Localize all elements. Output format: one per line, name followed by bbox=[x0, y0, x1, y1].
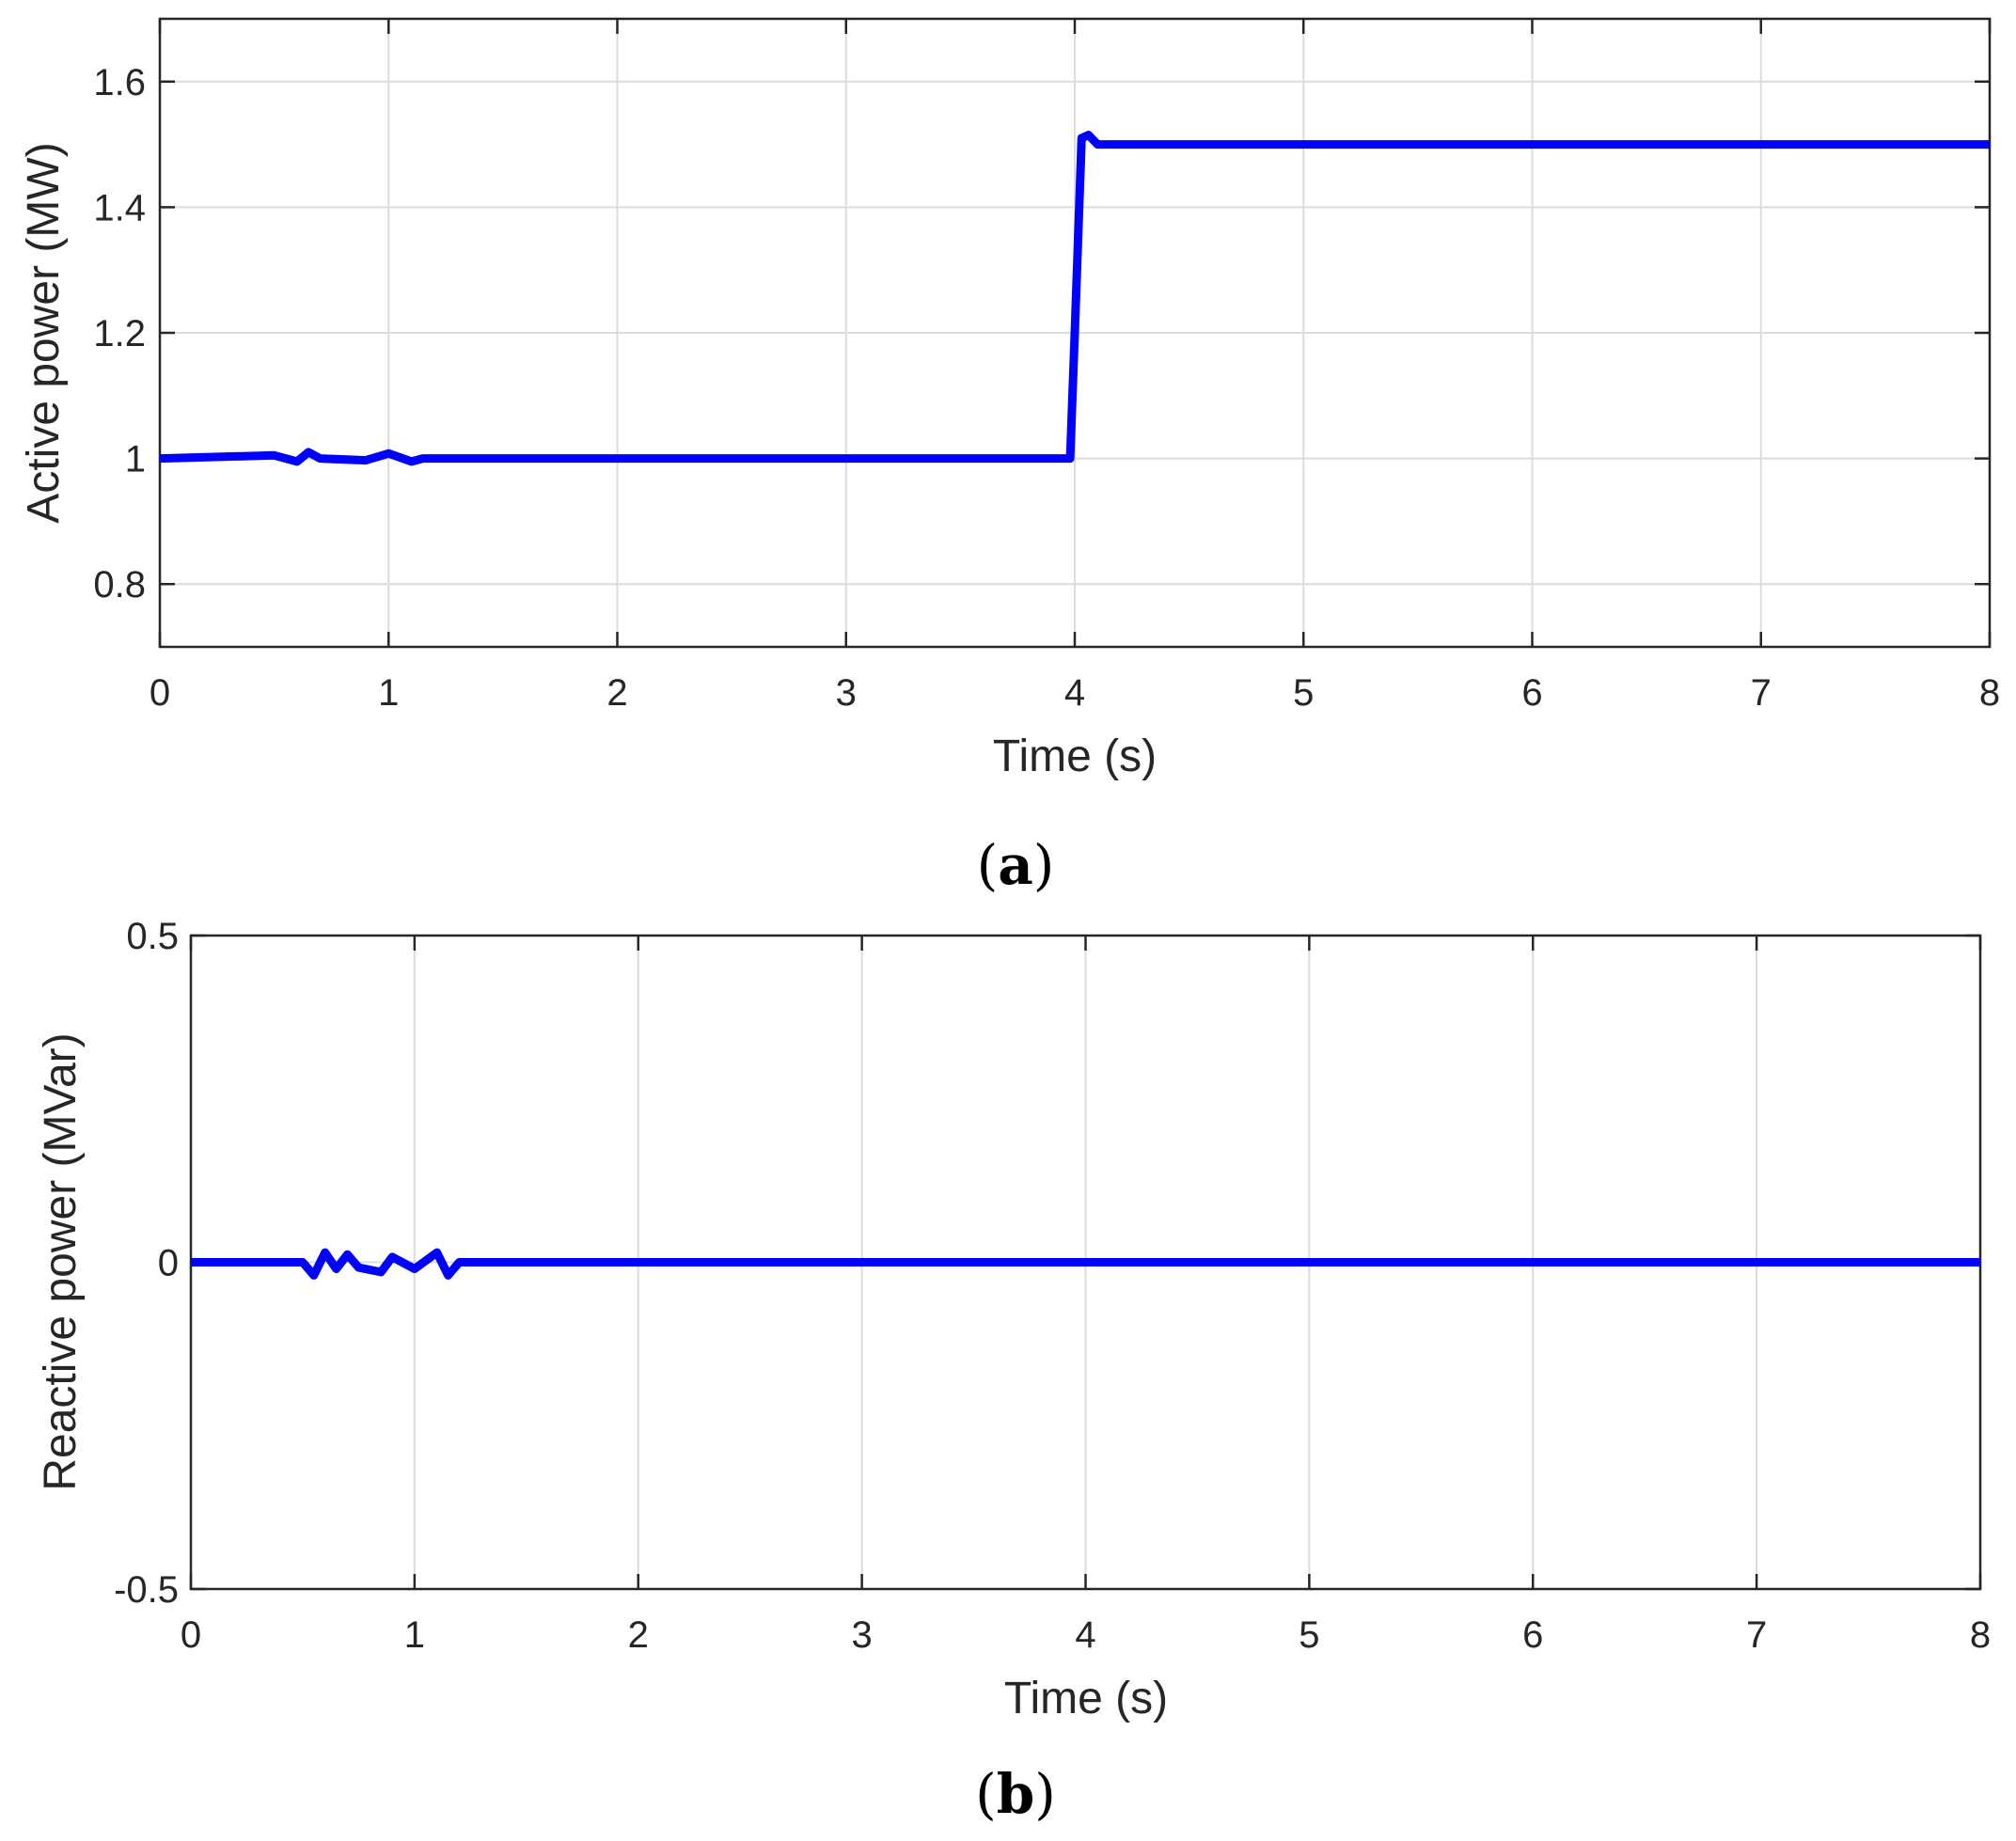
panel-label-b: b bbox=[997, 1762, 1035, 1826]
y-tick-label: 0.8 bbox=[93, 564, 146, 606]
y-tick-label: 0.5 bbox=[126, 916, 179, 957]
panel-caption-a: (a) bbox=[977, 833, 1055, 897]
panel-label-a: a bbox=[998, 833, 1033, 897]
y-axis-title-b: Reactive power (MVar) bbox=[36, 1032, 86, 1490]
y-tick-label: 1 bbox=[125, 439, 146, 480]
x-axis-title-b: Time (s) bbox=[1004, 1674, 1168, 1723]
x-tick-label: 8 bbox=[1970, 1614, 1991, 1656]
x-tick-label: 5 bbox=[1293, 672, 1314, 714]
x-axis-title-a: Time (s) bbox=[993, 732, 1157, 781]
y-tick-label: 1.2 bbox=[93, 313, 146, 354]
x-tick-label: 7 bbox=[1751, 672, 1772, 714]
x-tick-label: 1 bbox=[404, 1614, 425, 1656]
x-tick-labels-a: 0 1 2 3 4 5 6 7 8 bbox=[150, 672, 2000, 714]
y-tick-label: 1.4 bbox=[93, 187, 146, 228]
x-tick-label: 6 bbox=[1522, 1614, 1543, 1656]
x-tick-label: 4 bbox=[1075, 1614, 1095, 1656]
panel-caption-b: (b) bbox=[975, 1762, 1056, 1826]
y-tick-labels-b: -0.5 0 0.5 bbox=[114, 916, 179, 1611]
x-tick-label: 1 bbox=[378, 672, 399, 714]
tick-marks-b bbox=[189, 934, 1982, 1591]
y-tick-labels-a: 0.8 1 1.2 1.4 1.6 bbox=[93, 62, 146, 606]
x-tick-label: 8 bbox=[1979, 672, 2000, 714]
x-tick-label: 5 bbox=[1299, 1614, 1319, 1656]
y-tick-label: 0 bbox=[158, 1243, 179, 1284]
x-tick-label: 4 bbox=[1064, 672, 1085, 714]
y-axis-title-a: Active power (MW) bbox=[19, 142, 69, 523]
x-tick-label: 0 bbox=[181, 1614, 201, 1656]
x-tick-label: 2 bbox=[628, 1614, 649, 1656]
x-tick-label: 7 bbox=[1746, 1614, 1767, 1656]
active-power-line bbox=[159, 131, 1990, 466]
x-tick-label: 0 bbox=[150, 672, 170, 714]
x-tick-labels-b: 0 1 2 3 4 5 6 7 8 bbox=[181, 1614, 1991, 1656]
x-tick-label: 6 bbox=[1521, 672, 1542, 714]
x-tick-label: 3 bbox=[852, 1614, 873, 1656]
x-tick-label: 3 bbox=[836, 672, 857, 714]
y-tick-label: 1.6 bbox=[93, 62, 146, 103]
y-tick-label: -0.5 bbox=[114, 1569, 179, 1611]
x-tick-label: 2 bbox=[606, 672, 627, 714]
tick-marks-a bbox=[158, 19, 1992, 647]
reactive-power-line bbox=[191, 1248, 1980, 1280]
chart-panel-a: 0 1 2 3 4 5 6 7 8 0.8 1 1.2 1.4 1.6 Time (s) Active … bbox=[19, 17, 2000, 897]
